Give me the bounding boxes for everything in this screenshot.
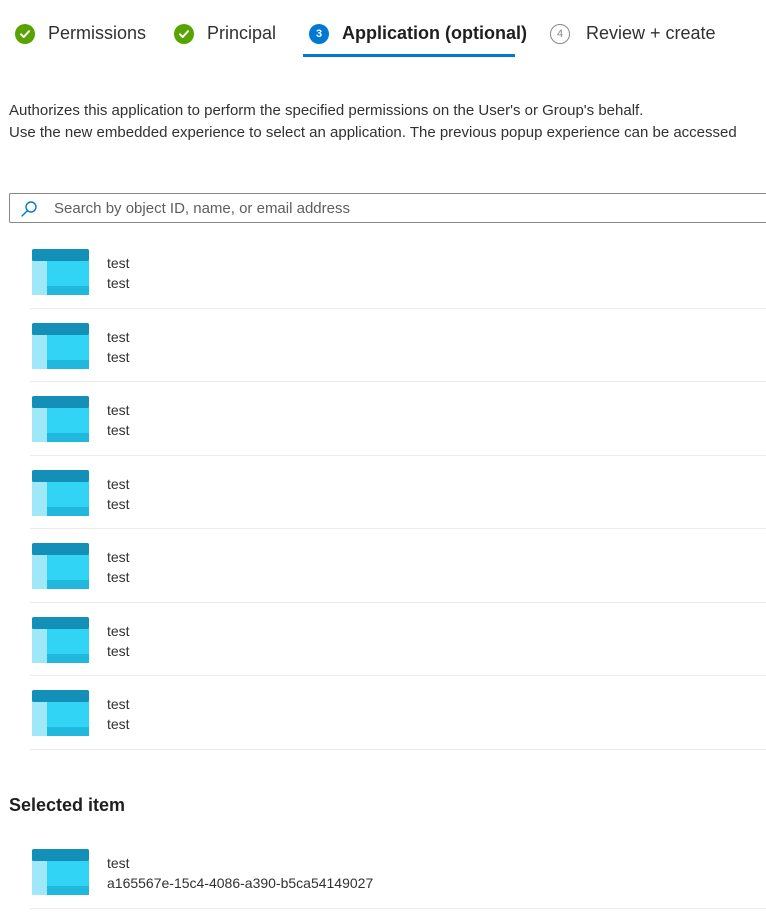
step-number-badge: 3	[309, 24, 329, 44]
application-row[interactable]: test test	[30, 603, 766, 676]
tab-label: Application (optional)	[342, 23, 527, 43]
application-row[interactable]: test test	[30, 382, 766, 456]
tab-principal[interactable]: Principal	[174, 12, 284, 58]
application-subtitle: test	[107, 495, 130, 512]
checkmark-icon	[15, 24, 35, 44]
tab-review-create[interactable]: 4 Review + create	[550, 12, 720, 58]
application-name: test	[107, 549, 130, 565]
active-tab-underline	[303, 54, 515, 57]
app-registration-icon	[32, 690, 89, 736]
application-subtitle: test	[107, 569, 130, 585]
app-registration-icon	[32, 396, 89, 442]
tab-label: Principal	[207, 23, 277, 43]
tab-application[interactable]: 3 Application (optional)	[303, 12, 527, 58]
wizard-tabs: Permissions Principal 3 Application (opt…	[0, 0, 766, 58]
step-number-badge: 4	[550, 24, 570, 44]
application-subtitle: test	[107, 275, 130, 291]
search-input[interactable]	[54, 194, 754, 222]
app-registration-icon	[32, 322, 89, 369]
app-registration-icon	[32, 849, 89, 895]
tab-label: Permissions	[48, 23, 147, 43]
application-name: test	[107, 475, 130, 492]
tab-label: Review + create	[586, 23, 716, 43]
application-name: test	[107, 402, 130, 418]
description-line: Use the new embedded experience to selec…	[9, 124, 737, 141]
app-registration-icon	[32, 249, 89, 295]
application-row[interactable]: test test	[30, 309, 766, 382]
app-registration-icon	[32, 543, 89, 589]
application-row[interactable]: test test	[30, 529, 766, 603]
selected-item-id: a165567e-15c4-4086-a390-b5ca54149027	[107, 875, 374, 891]
application-name: test	[107, 622, 130, 639]
search-icon	[20, 200, 38, 218]
selected-item-heading: Selected item	[9, 795, 126, 815]
application-row[interactable]: test test	[30, 676, 766, 750]
application-row[interactable]: test test	[30, 235, 766, 309]
app-registration-icon	[32, 616, 89, 663]
application-subtitle: test	[107, 642, 130, 659]
application-name: test	[107, 328, 130, 345]
tab-permissions[interactable]: Permissions	[15, 12, 147, 58]
application-name: test	[107, 255, 130, 271]
selected-item-name: test	[107, 855, 130, 871]
application-name: test	[107, 696, 130, 712]
search-box[interactable]	[9, 193, 766, 223]
application-subtitle: test	[107, 422, 130, 438]
application-subtitle: test	[107, 716, 130, 732]
description: Authorizes this application to perform t…	[9, 100, 766, 144]
application-row[interactable]: test test	[30, 456, 766, 529]
description-line: Authorizes this application to perform t…	[9, 102, 644, 119]
selected-item-row[interactable]: test a165567e-15c4-4086-a390-b5ca5414902…	[30, 835, 766, 909]
app-registration-icon	[32, 469, 89, 516]
application-subtitle: test	[107, 348, 130, 365]
application-list: test test test test test test test test test test…	[30, 235, 766, 750]
checkmark-icon	[174, 24, 194, 44]
